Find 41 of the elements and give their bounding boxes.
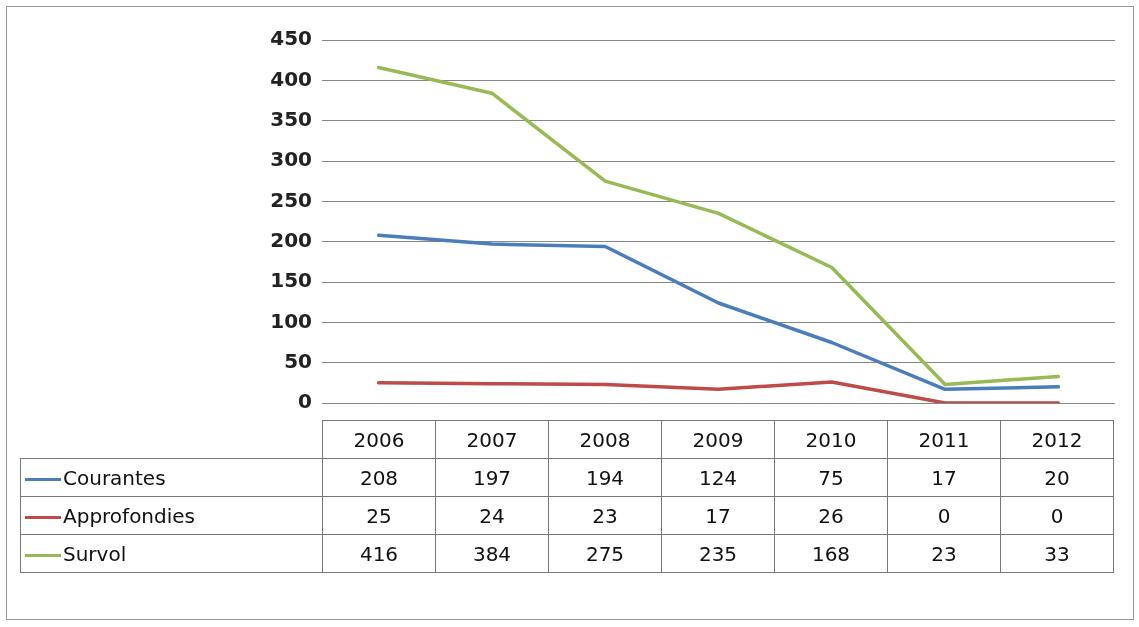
y-tick-label: 200 (270, 227, 312, 252)
data-label: 25 (322, 496, 436, 535)
x-tick-label: 2011 (887, 420, 1001, 459)
data-label: 75 (774, 458, 888, 497)
y-tick-label: 0 (298, 389, 312, 414)
data-label: 23 (887, 534, 1001, 573)
y-tick-label: 250 (270, 187, 312, 212)
data-label: 384 (435, 534, 549, 573)
x-tick-label: 2006 (322, 420, 436, 459)
data-label: 23 (548, 496, 662, 535)
y-tick-label: 450 (270, 26, 312, 51)
data-label: 168 (774, 534, 888, 573)
x-tick-label: 2007 (435, 420, 549, 459)
data-label: 197 (435, 458, 549, 497)
y-tick-label: 100 (270, 308, 312, 333)
data-label: 33 (1000, 534, 1114, 573)
data-label: 416 (322, 534, 436, 573)
legend-label: Survol (20, 534, 323, 573)
data-label: 194 (548, 458, 662, 497)
y-tick-label: 300 (270, 147, 312, 172)
data-label: 235 (661, 534, 775, 573)
data-label: 20 (1000, 458, 1114, 497)
y-tick-label: 50 (284, 348, 312, 373)
data-label: 17 (887, 458, 1001, 497)
data-label: 0 (887, 496, 1001, 535)
data-label: 124 (661, 458, 775, 497)
legend-label: Approfondies (20, 496, 323, 535)
legend-label: Courantes (20, 458, 323, 497)
x-tick-label: 2012 (1000, 420, 1114, 459)
x-tick-label: 2008 (548, 420, 662, 459)
data-label: 26 (774, 496, 888, 535)
data-label: 17 (661, 496, 775, 535)
y-tick-label: 400 (270, 66, 312, 91)
x-tick-label: 2009 (661, 420, 775, 459)
data-label: 0 (1000, 496, 1114, 535)
y-tick-label: 350 (270, 106, 312, 131)
data-label: 275 (548, 534, 662, 573)
x-tick-label: 2010 (774, 420, 888, 459)
data-label: 24 (435, 496, 549, 535)
y-tick-label: 150 (270, 268, 312, 293)
data-label: 208 (322, 458, 436, 497)
